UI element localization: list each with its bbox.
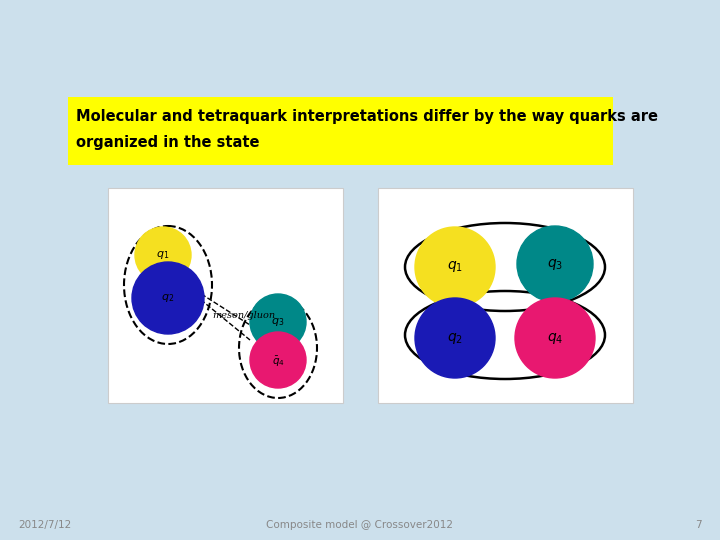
Text: $q_2$: $q_2$ (161, 292, 175, 304)
Text: $\bar{q}_4$: $\bar{q}_4$ (271, 355, 284, 369)
Text: 2012/7/12: 2012/7/12 (18, 520, 71, 530)
Text: Composite model @ Crossover2012: Composite model @ Crossover2012 (266, 520, 454, 530)
Text: $q_3$: $q_3$ (271, 316, 284, 328)
Circle shape (515, 298, 595, 378)
Text: $q_1$: $q_1$ (447, 260, 463, 274)
Text: $q_1$: $q_1$ (156, 249, 170, 261)
Text: 7: 7 (696, 520, 702, 530)
Circle shape (132, 262, 204, 334)
FancyBboxPatch shape (68, 97, 613, 165)
Circle shape (517, 226, 593, 302)
Circle shape (250, 332, 306, 388)
Text: organized in the state: organized in the state (76, 135, 259, 150)
Text: meson/gluon: meson/gluon (212, 312, 275, 321)
Circle shape (415, 298, 495, 378)
Text: $q_3$: $q_3$ (547, 256, 563, 272)
FancyBboxPatch shape (108, 188, 343, 403)
Circle shape (415, 227, 495, 307)
Circle shape (135, 227, 191, 283)
FancyBboxPatch shape (378, 188, 633, 403)
Text: Molecular and tetraquark interpretations differ by the way quarks are: Molecular and tetraquark interpretations… (76, 109, 658, 124)
Text: $q_2$: $q_2$ (447, 330, 463, 346)
Text: $q_4$: $q_4$ (546, 330, 563, 346)
Circle shape (250, 294, 306, 350)
